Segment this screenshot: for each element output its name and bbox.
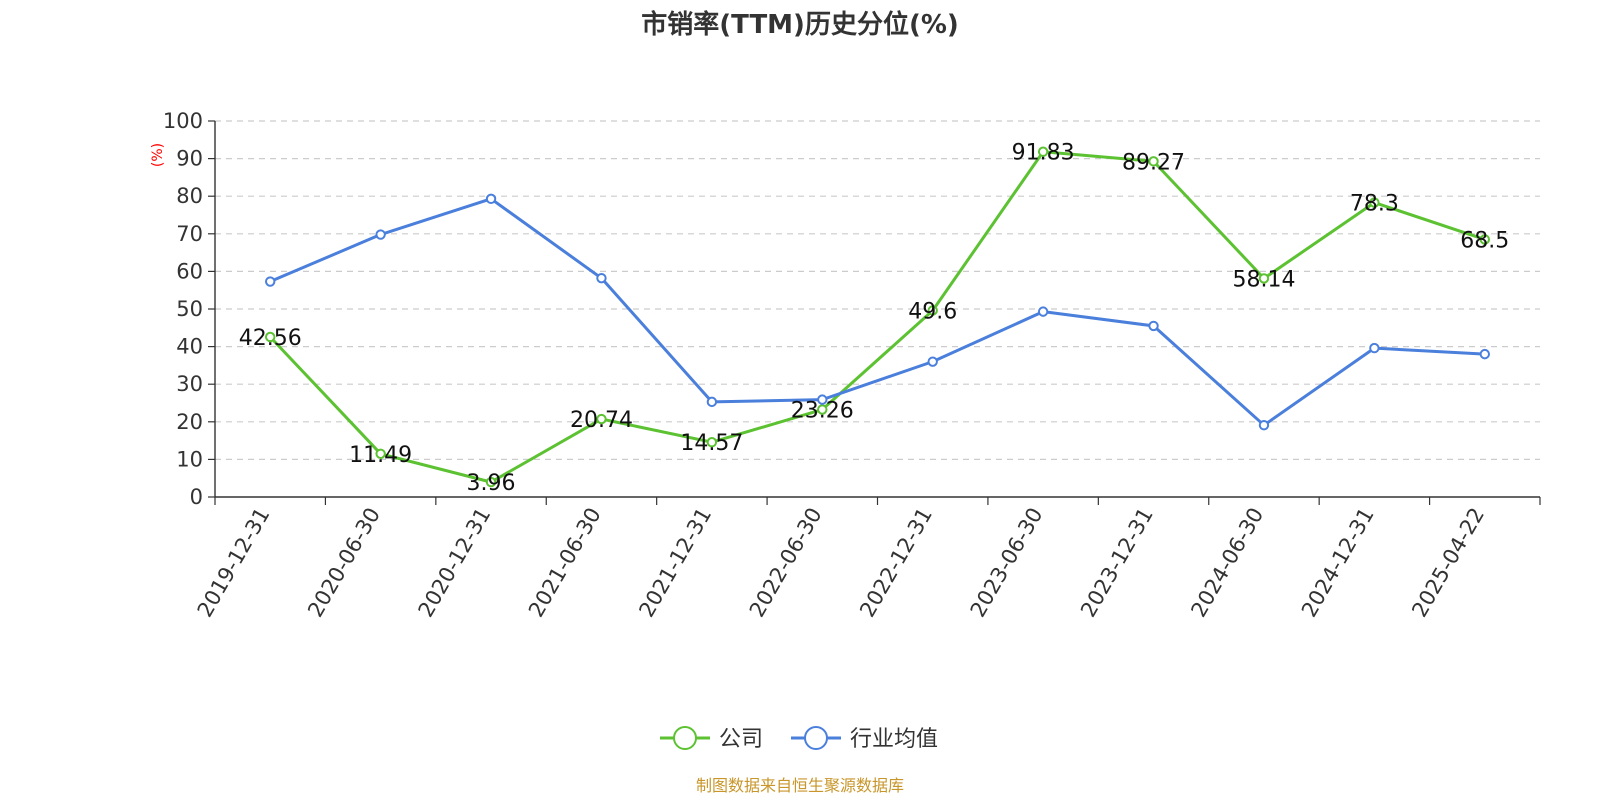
data-point <box>1479 234 1490 245</box>
data-point <box>596 413 607 425</box>
legend-item-1[interactable]: 行业均值 <box>791 726 938 752</box>
data-point <box>927 356 938 367</box>
legend-label: 公司 <box>719 727 763 752</box>
data-point <box>927 305 938 316</box>
y-tick-label: 30 <box>176 372 203 396</box>
data-point <box>706 437 718 448</box>
series-layer <box>265 146 1490 488</box>
data-label: 68.5 <box>1460 228 1509 253</box>
data-point <box>485 193 497 205</box>
axes: 0 10 20 30 40 50 60 70 80 90 100 2019-12-31 2020-06-… <box>163 109 1541 622</box>
y-axis-label: (%) <box>150 143 166 167</box>
data-label: 23.26 <box>791 399 854 424</box>
data-point <box>596 272 607 284</box>
data-labels: 42.56 11.49 3.96 20.74 14.57 23.26 49.6 91.83 89… <box>239 141 1510 496</box>
y-tick-label: 100 <box>163 109 203 133</box>
data-label: 20.74 <box>570 408 633 433</box>
legend[interactable]: 公司 行业均值 <box>660 726 938 752</box>
x-tick-label: 2020-12-31 <box>414 503 496 621</box>
data-point <box>265 276 276 287</box>
data-label: 91.83 <box>1012 141 1075 166</box>
x-tick-label: 2021-06-30 <box>524 504 606 622</box>
x-tick-label: 2021-12-31 <box>634 504 716 622</box>
data-point <box>485 476 497 488</box>
data-point <box>1369 342 1380 354</box>
data-point <box>1369 197 1380 208</box>
data-label: 42.56 <box>239 326 302 351</box>
source-note: 制图数据来自恒生聚源数据库 <box>696 776 904 795</box>
data-point <box>1148 156 1159 167</box>
y-tick-label: 90 <box>176 147 203 171</box>
data-label: 49.6 <box>908 300 957 325</box>
data-point <box>1258 273 1270 284</box>
data-point <box>817 404 828 415</box>
data-label: 11.49 <box>349 443 412 468</box>
y-tick-label: 60 <box>176 259 203 283</box>
y-tick-label: 20 <box>176 410 203 434</box>
data-point <box>706 396 718 408</box>
data-label: 14.57 <box>680 431 743 456</box>
x-tick-label: 2024-12-31 <box>1297 504 1379 622</box>
data-label: 3.96 <box>467 471 516 496</box>
data-point <box>265 331 276 343</box>
data-point <box>375 448 386 459</box>
series-line-1 <box>269 197 1485 427</box>
y-tick-label: 70 <box>176 222 203 246</box>
y-tick-label: 0 <box>190 485 203 509</box>
legend-label: 行业均值 <box>850 727 938 752</box>
y-tick-label: 10 <box>176 447 203 471</box>
x-tick-label: 2025-04-22 <box>1407 504 1489 622</box>
data-point <box>1148 320 1159 332</box>
chart-title: 市销率(TTM)历史分位(%) <box>641 9 959 40</box>
x-tick-label: 2020-06-30 <box>303 504 385 622</box>
data-point <box>1258 419 1270 431</box>
x-tick-label: 2023-06-30 <box>966 504 1048 622</box>
data-label: 58.14 <box>1232 267 1295 292</box>
series-line-0 <box>269 150 1486 484</box>
y-tick-label: 50 <box>176 297 203 321</box>
data-point <box>375 229 386 240</box>
x-tick-label: 2019-12-31 <box>193 504 275 622</box>
data-point <box>1479 348 1490 360</box>
data-label: 78.3 <box>1350 192 1399 217</box>
x-tick-label: 2024-06-30 <box>1186 504 1268 622</box>
y-tick-label: 40 <box>176 335 203 359</box>
x-tick-label: 2022-12-31 <box>855 503 937 621</box>
grid-lines <box>215 120 1540 460</box>
x-tick-label: 2022-06-30 <box>745 504 827 622</box>
legend-marker <box>804 726 828 750</box>
x-tick-label: 2023-12-31 <box>1076 504 1158 622</box>
data-label: 89.27 <box>1122 150 1185 175</box>
data-point <box>817 394 828 405</box>
data-point <box>1037 306 1049 317</box>
legend-item-0[interactable]: 公司 <box>660 726 763 752</box>
data-point <box>1037 146 1049 157</box>
legend-marker <box>673 726 697 750</box>
y-tick-label: 80 <box>176 184 203 208</box>
